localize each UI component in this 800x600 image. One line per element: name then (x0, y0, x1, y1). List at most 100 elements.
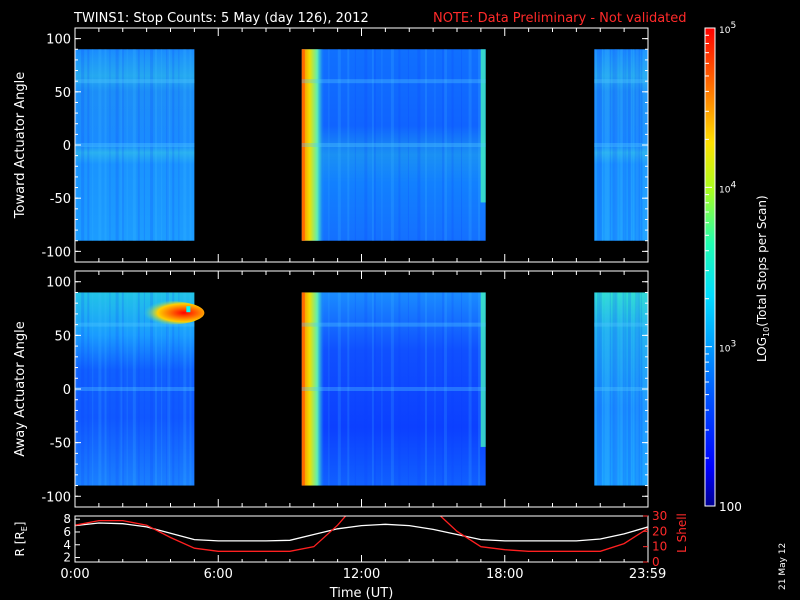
orbit-y-tick-label: 8 (63, 512, 71, 526)
orbit-y2-tick-label: 10 (652, 540, 667, 554)
toward-texture-stripe (161, 49, 163, 241)
toward-y-tick-label: -50 (50, 192, 71, 207)
away-texture-stripe (630, 292, 633, 486)
away-texture-stripe (92, 292, 94, 486)
toward-texture-stripe (468, 49, 472, 241)
away-texture-stripe (625, 292, 627, 486)
away-texture-stripe (166, 292, 170, 486)
away-texture-stripe (390, 292, 394, 486)
toward-texture-stripe (633, 49, 635, 241)
away-texture-stripe (154, 292, 157, 486)
away-texture-stripe (451, 292, 454, 486)
toward-data-segment (301, 49, 486, 241)
away-texture-stripe (337, 292, 341, 486)
toward-texture-stripe (183, 49, 187, 241)
toward-texture-stripe (126, 49, 128, 241)
away-texture-stripe (594, 292, 596, 486)
toward-data-segment (594, 49, 648, 241)
away-texture-stripe (347, 292, 350, 486)
away-y-axis-label: Away Actuator Angle (13, 321, 28, 456)
toward-texture-stripe (612, 49, 616, 241)
toward-texture-stripe (178, 49, 180, 241)
toward-texture-stripe (461, 49, 463, 241)
hot-spot-marker (186, 306, 191, 313)
toward-texture-stripe (609, 49, 611, 241)
away-texture-stripe (398, 292, 401, 486)
toward-texture-stripe (381, 49, 383, 241)
toward-y-tick-label: 0 (63, 139, 71, 154)
toward-texture-stripe (617, 49, 619, 241)
toward-texture-stripe (602, 49, 604, 241)
toward-texture-stripe (434, 49, 436, 241)
orbit-y-tick-label: 4 (63, 538, 71, 552)
toward-texture-stripe (347, 49, 350, 241)
colorbar-label: LOG10(Total Stops per Scan) (755, 195, 771, 362)
toward-y-tick-label: 100 (46, 33, 71, 48)
away-y-tick-label: 0 (63, 383, 71, 398)
orbit-y-axis-label: R [RE] (13, 522, 29, 557)
generation-date: 21 May 12 (778, 543, 788, 590)
toward-texture-stripe (120, 49, 123, 241)
toward-texture-stripe (364, 49, 368, 241)
toward-texture-stripe (628, 49, 632, 241)
toward-texture-stripe (398, 49, 401, 241)
toward-texture-stripe (442, 49, 446, 241)
colorbar: 105 104 103 100 LOG10(Total Stops per Scan) (704, 21, 771, 514)
toward-y-tick-label: -100 (41, 245, 71, 260)
away-texture-stripe (183, 292, 187, 486)
colorbar-gradient (705, 28, 715, 506)
colorbar-tick-label: 105 (719, 21, 736, 36)
toward-texture-stripe (189, 49, 192, 241)
toward-texture-stripe (371, 49, 374, 241)
toward-data-segment (75, 49, 195, 241)
away-texture-stripe (126, 292, 128, 486)
away-texture-stripe (442, 292, 446, 486)
away-texture-stripe (371, 292, 374, 486)
toward-texture-stripe (620, 49, 624, 241)
away-angle-band (301, 322, 486, 327)
toward-texture-stripe (407, 49, 409, 241)
toward-texture-stripe (478, 49, 481, 241)
away-texture-stripe (104, 292, 107, 486)
orbit-y-tick-label: 2 (63, 551, 71, 565)
preliminary-note: NOTE: Data Preliminary - Not validated (433, 11, 687, 26)
away-texture-stripe (640, 292, 642, 486)
orbit-y2-axis-label: L Shell (675, 513, 689, 553)
toward-texture-stripe (328, 49, 330, 241)
away-texture-stripe (150, 292, 154, 486)
series-line-l-shell (75, 516, 648, 552)
away-texture-stripe (604, 292, 608, 486)
away-texture-stripe (635, 292, 639, 486)
away-texture-stripe (633, 292, 635, 486)
away-texture-stripe (178, 292, 180, 486)
toward-texture-stripe (132, 49, 136, 241)
away-texture-stripe (607, 292, 610, 486)
orbit-x-tick-label: 6:00 (204, 567, 233, 582)
away-data-segment (301, 292, 486, 486)
x-axis-label: Time (UT) (329, 586, 394, 600)
away-angle-band (594, 322, 648, 327)
away-angle-band (301, 387, 486, 391)
toward-texture-stripe (373, 49, 376, 241)
away-y-tick-label: -100 (41, 490, 71, 505)
toward-texture-stripe (417, 49, 421, 241)
away-texture-stripe (617, 292, 619, 486)
toward-texture-stripe (625, 49, 627, 241)
toward-texture-stripe (115, 49, 119, 241)
toward-angle-band (75, 143, 195, 147)
away-texture-stripe (132, 292, 136, 486)
toward-texture-stripe (172, 49, 175, 241)
away-edge-line (301, 292, 305, 486)
away-data-segment (75, 292, 195, 486)
away-texture-stripe (609, 292, 611, 486)
toward-edge-glow (301, 49, 324, 241)
away-texture-stripe (121, 292, 124, 486)
away-texture-stripe (328, 292, 330, 486)
away-y-tick-label: 100 (46, 276, 71, 291)
toward-texture-stripe (121, 49, 124, 241)
away-texture-stripe (628, 292, 632, 486)
toward-texture-stripe (87, 49, 90, 241)
away-texture-stripe (461, 292, 463, 486)
